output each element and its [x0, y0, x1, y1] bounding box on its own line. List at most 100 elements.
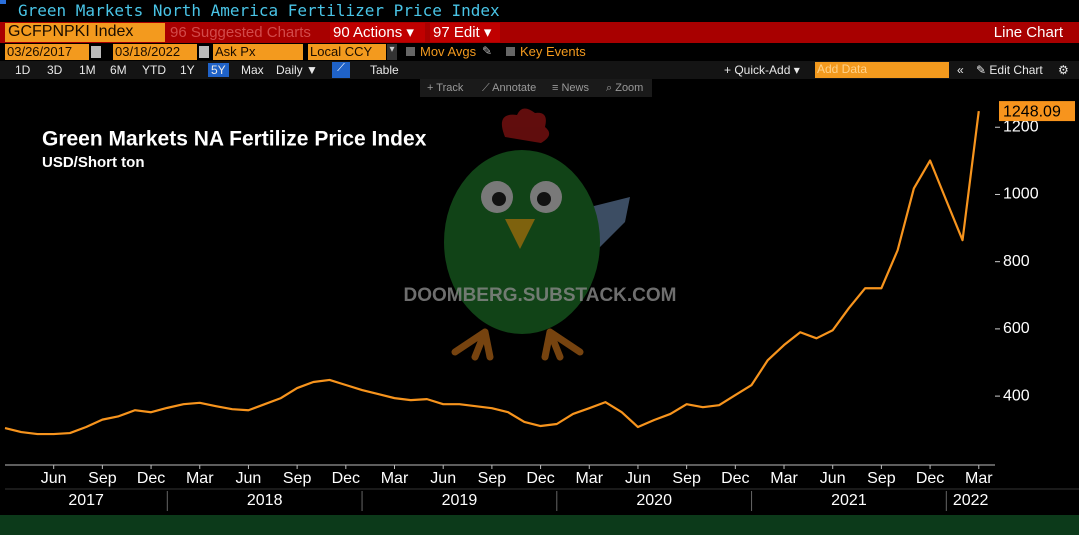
field-select[interactable]: Ask Px	[213, 44, 303, 60]
frequency-label: Daily	[276, 63, 303, 77]
mov-avgs[interactable]: Mov Avgs	[420, 44, 477, 59]
tool-bar: + Track ⟋ Annotate ≡ News ⌕ Zoom	[0, 79, 1079, 97]
year-label: 2022	[953, 492, 989, 509]
pencil-icon[interactable]: ✎	[482, 44, 493, 58]
add-data-field[interactable]: Add Data	[815, 62, 949, 78]
year-label: 2019	[442, 492, 478, 509]
period-button[interactable]: 5Y	[208, 63, 229, 77]
tool-button[interactable]: + Track	[427, 82, 464, 94]
x-tick-label: Sep	[478, 470, 507, 487]
year-label: 2021	[831, 492, 867, 509]
period-button[interactable]: 1D	[15, 63, 31, 77]
watermark-text: DOOMBERG.SUBSTACK.COM	[403, 285, 676, 306]
x-tick-label: Sep	[672, 470, 701, 487]
checkbox[interactable]	[406, 47, 415, 56]
x-tick-label: Dec	[137, 470, 165, 487]
watermark-logo	[444, 108, 630, 361]
legs	[451, 328, 584, 361]
tool-label: Annotate	[492, 82, 537, 94]
suggested-charts[interactable]: 96 Suggested Charts	[170, 24, 311, 41]
period-button[interactable]: 1M	[79, 63, 96, 77]
year-label: 2017	[68, 492, 104, 509]
x-tick-label: Dec	[721, 470, 749, 487]
tool-button[interactable]: ≡ News	[552, 82, 589, 94]
status-bar	[0, 515, 1079, 535]
chart: DOOMBERG.SUBSTACK.COM Green Markets NA F…	[4, 101, 1079, 511]
y-tick-label: 600	[1003, 320, 1030, 337]
beak	[505, 219, 535, 249]
y-tick-label: 800	[1003, 253, 1030, 270]
chart-type[interactable]: Line Chart	[993, 24, 1063, 41]
period-button[interactable]: Max	[241, 63, 264, 77]
x-tick-label: Jun	[820, 470, 846, 487]
period-button[interactable]: 1Y	[180, 63, 195, 77]
quick-add[interactable]: + Quick-Add ▾	[724, 63, 800, 77]
marker	[0, 0, 6, 4]
tail	[590, 197, 630, 252]
end-date[interactable]: 03/18/2022	[113, 44, 197, 60]
tool-button[interactable]: ⟋ Annotate	[482, 82, 537, 94]
calendar-icon[interactable]	[91, 46, 101, 58]
period-button[interactable]: 6M	[110, 63, 127, 77]
x-tick-label: Jun	[430, 470, 456, 487]
currency-select[interactable]: Local CCY	[308, 44, 386, 60]
y-tick-label: 400	[1003, 387, 1030, 404]
calendar-icon[interactable]	[199, 46, 209, 58]
x-tick-label: Mar	[381, 470, 409, 487]
start-date[interactable]: 03/26/2017	[5, 44, 89, 60]
chart-subtitle: USD/Short ton	[42, 154, 145, 171]
range-bar: Daily ▼ ⟋ Table + Quick-Add ▾ Add Data «…	[0, 61, 1079, 79]
dropdown-icon[interactable]: ▾	[387, 44, 397, 60]
window-title: Green Markets North America Fertilizer P…	[18, 1, 500, 20]
x-tick-label: Sep	[867, 470, 896, 487]
line-icon[interactable]: ⟋	[332, 62, 350, 78]
tool-label: News	[561, 82, 589, 94]
ticker-field[interactable]: GCFPNPKI Index	[5, 23, 165, 42]
x-tick-label: Sep	[88, 470, 117, 487]
y-tick-label: 1200	[1003, 118, 1039, 135]
x-tick-label: Dec	[526, 470, 554, 487]
x-tick-label: Sep	[283, 470, 312, 487]
edit-label: 97 Edit	[433, 24, 480, 41]
x-tick-label: Jun	[41, 470, 67, 487]
pupil	[537, 192, 551, 206]
x-tick-label: Mar	[186, 470, 214, 487]
comb	[501, 108, 550, 143]
chart-title: Green Markets NA Fertilize Price Index	[42, 128, 427, 151]
last-value-label: 1248.09	[1003, 103, 1061, 120]
quick-add-label: Quick-Add	[734, 63, 791, 77]
x-tick-label: Mar	[575, 470, 603, 487]
y-tick-label: 1000	[1003, 186, 1039, 203]
x-tick-label: Dec	[332, 470, 360, 487]
settings-bar: 03/26/2017 03/18/2022 Ask Px Local CCY ▾…	[0, 43, 1079, 61]
x-tick-label: Dec	[916, 470, 944, 487]
pupil	[492, 192, 506, 206]
price-line	[4, 110, 980, 436]
year-label: 2018	[247, 492, 283, 509]
tool-label: Zoom	[615, 82, 644, 94]
x-tick-label: Jun	[236, 470, 262, 487]
last-value-box	[999, 101, 1075, 122]
table-button[interactable]: Table	[370, 63, 399, 77]
settings-icon[interactable]: ⚙	[1058, 63, 1069, 77]
period-button[interactable]: YTD	[142, 63, 166, 77]
year-label: 2020	[636, 492, 672, 509]
edit-chart[interactable]: ✎ Edit Chart	[976, 63, 1043, 77]
tool-label: Track	[436, 82, 464, 94]
tool-button[interactable]: ⌕ Zoom	[606, 82, 644, 94]
key-events[interactable]: Key Events	[520, 44, 586, 59]
tool-group	[420, 79, 652, 97]
actions-label: 90 Actions	[333, 24, 403, 41]
period-button[interactable]: 3D	[47, 63, 63, 77]
collapse-icon[interactable]: «	[957, 63, 964, 77]
actions-menu[interactable]: 90 Actions ▾	[330, 23, 425, 42]
title-bar: Green Markets North America Fertilizer P…	[0, 0, 1079, 22]
x-tick-label: Mar	[770, 470, 798, 487]
edit-menu[interactable]: 97 Edit ▾	[430, 23, 500, 42]
x-tick-label: Jun	[625, 470, 651, 487]
checkbox[interactable]	[506, 47, 515, 56]
frequency[interactable]: Daily ▼	[276, 63, 318, 77]
edit-chart-label: Edit Chart	[989, 63, 1043, 77]
x-tick-label: Mar	[965, 470, 993, 487]
